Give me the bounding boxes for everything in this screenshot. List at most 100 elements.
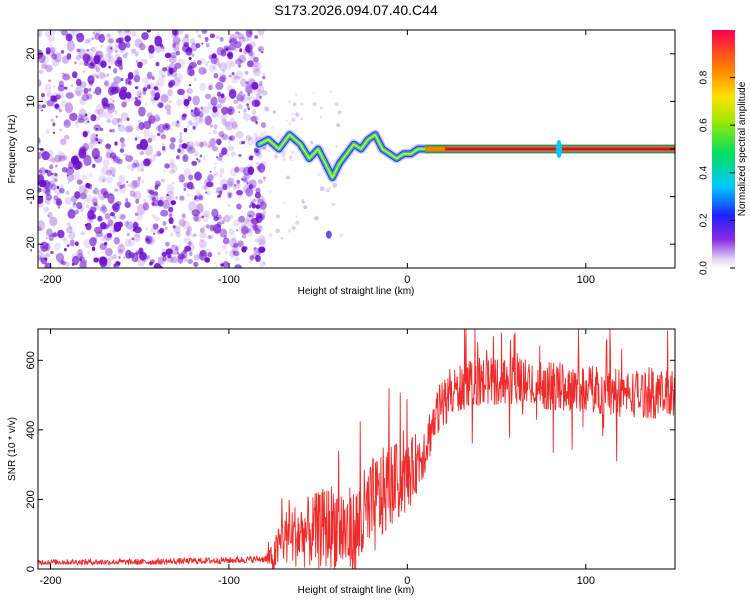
spectrogram-noise-point bbox=[79, 261, 87, 268]
spectrogram-noise-point bbox=[95, 31, 100, 37]
spectrogram-noise-point bbox=[63, 119, 71, 129]
spectrogram-noise-point bbox=[138, 247, 144, 255]
spectrogram-noise-point bbox=[63, 118, 72, 127]
spectrogram-noise-point bbox=[171, 181, 175, 185]
spectrogram-noise-point bbox=[44, 262, 52, 268]
spectrogram-noise-point bbox=[236, 33, 245, 40]
spectrogram-noise-point bbox=[169, 52, 177, 59]
spectrogram-noise-point bbox=[120, 214, 126, 220]
spectrogram-noise-point bbox=[187, 96, 192, 102]
spectrogram-noise-point bbox=[39, 82, 42, 86]
spectrogram-noise-point bbox=[211, 53, 217, 59]
spectrogram-noise-point bbox=[162, 143, 165, 147]
spectrogram-noise-point bbox=[82, 130, 88, 138]
spectrogram-noise-point bbox=[231, 74, 239, 84]
spectrogram-noise-point bbox=[226, 85, 233, 91]
spectrogram-noise-point bbox=[252, 198, 257, 203]
spectrogram-noise-point bbox=[280, 237, 284, 240]
spectrogram-y-axis-label: Frequency (Hz) bbox=[7, 115, 18, 184]
spectrogram-noise-point bbox=[147, 137, 153, 143]
spectrogram-noise-point bbox=[38, 32, 41, 36]
spectrogram-noise-point bbox=[150, 198, 153, 202]
spectrogram-noise-point bbox=[249, 155, 254, 159]
spectrogram-noise-point bbox=[165, 194, 172, 202]
spectrogram-noise-point bbox=[137, 106, 146, 117]
spectrogram-noise-point bbox=[167, 202, 174, 211]
spectrogram-noise-point bbox=[233, 219, 241, 227]
spectrogram-noise-point bbox=[250, 41, 256, 48]
spectrogram-noise-point bbox=[230, 151, 236, 157]
spectrogram-noise-point bbox=[328, 187, 332, 190]
spectrogram-noise-point bbox=[38, 139, 42, 146]
spectrogram-noise-point bbox=[198, 239, 207, 249]
spectrogram-noise-point bbox=[104, 233, 113, 241]
spectrogram-noise-point bbox=[162, 66, 168, 72]
spectrogram-noise-point bbox=[219, 36, 224, 42]
spectrogram-noise-point bbox=[45, 236, 48, 239]
spectrogram-noise-point bbox=[75, 55, 81, 61]
spectrogram-noise-point bbox=[103, 80, 110, 87]
spectrogram-noise-point bbox=[173, 225, 181, 235]
spectrogram-noise-point bbox=[103, 191, 110, 199]
spectrogram-noise-point bbox=[247, 137, 255, 146]
spectrogram-noise-point bbox=[236, 182, 241, 189]
spectrogram-noise-point bbox=[221, 220, 225, 225]
spectrogram-noise-point bbox=[208, 132, 211, 135]
spectrogram-noise-point bbox=[201, 109, 204, 114]
spectrogram-noise-point bbox=[291, 112, 295, 116]
spectrogram-noise-point bbox=[101, 166, 109, 175]
spectrogram-noise-point bbox=[118, 256, 121, 259]
spectrogram-noise-point bbox=[140, 254, 149, 263]
spectrogram-noise-point bbox=[153, 114, 161, 123]
spectrogram-noise-point bbox=[59, 138, 67, 146]
spectrogram-noise-point bbox=[152, 223, 159, 230]
spectrogram-noise-point bbox=[50, 172, 54, 176]
spectrogram-noise-point bbox=[146, 71, 153, 80]
spectrogram-noise-point bbox=[231, 121, 238, 130]
spectrogram-noise-point bbox=[75, 78, 82, 87]
spectrogram-noise-point bbox=[178, 30, 184, 35]
spectrogram-noise-point bbox=[194, 171, 202, 181]
spectrogram-noise-point bbox=[325, 188, 330, 193]
spectrogram-noise-point bbox=[162, 255, 167, 262]
spectrogram-noise-point bbox=[131, 31, 137, 37]
spectrogram-noise-point bbox=[38, 151, 43, 158]
spectrogram-noise-point bbox=[69, 239, 75, 247]
spectrogram-noise-point bbox=[160, 134, 167, 140]
spectrogram-noise-point bbox=[219, 62, 227, 72]
spectrogram-noise-point bbox=[143, 158, 151, 167]
spectrogram-noise-point bbox=[312, 91, 315, 94]
spectrogram-noise-point bbox=[104, 247, 113, 257]
spectrogram-noise-point bbox=[193, 77, 197, 82]
spectrogram-noise-point bbox=[38, 250, 42, 254]
spectrogram-noise-point bbox=[205, 224, 210, 229]
spectrogram-noise-point bbox=[245, 43, 253, 54]
spectrogram-noise-point bbox=[98, 33, 106, 43]
spectrogram-noise-point bbox=[52, 85, 56, 88]
spectrogram-noise-point bbox=[146, 74, 152, 81]
spectrogram-noise-point bbox=[171, 244, 175, 248]
spectrogram-noise-point bbox=[113, 67, 118, 74]
spectrogram-noise-point bbox=[199, 58, 207, 64]
spectrogram-noise-point bbox=[240, 78, 247, 87]
spectrogram-noise-point bbox=[133, 226, 142, 234]
spectrogram-noise-point bbox=[174, 62, 182, 69]
spectrogram-noise-point bbox=[86, 117, 90, 121]
spectrogram-noise-point bbox=[153, 85, 158, 90]
spectrogram-noise-point bbox=[254, 253, 261, 262]
spectrogram-noise-point bbox=[223, 214, 231, 223]
spectrogram-noise-point bbox=[109, 129, 112, 133]
spectrogram-noise-point bbox=[135, 125, 140, 131]
spectrogram-noise-point bbox=[171, 120, 180, 128]
spectrogram-noise-point bbox=[94, 86, 102, 96]
spectrogram-noise-point bbox=[191, 209, 200, 217]
spectrogram-noise-point bbox=[166, 109, 172, 116]
spectrogram-noise-point bbox=[122, 53, 128, 59]
spectrogram-noise-point bbox=[75, 209, 80, 215]
spectrogram-noise-point bbox=[51, 53, 58, 60]
spectrogram-noise-point bbox=[268, 233, 273, 238]
spectrogram-noise-point bbox=[118, 36, 124, 43]
spectrogram-noise-point bbox=[92, 31, 95, 35]
spectrogram-noise-point bbox=[91, 197, 98, 206]
spectrogram-noise-point bbox=[104, 111, 113, 120]
